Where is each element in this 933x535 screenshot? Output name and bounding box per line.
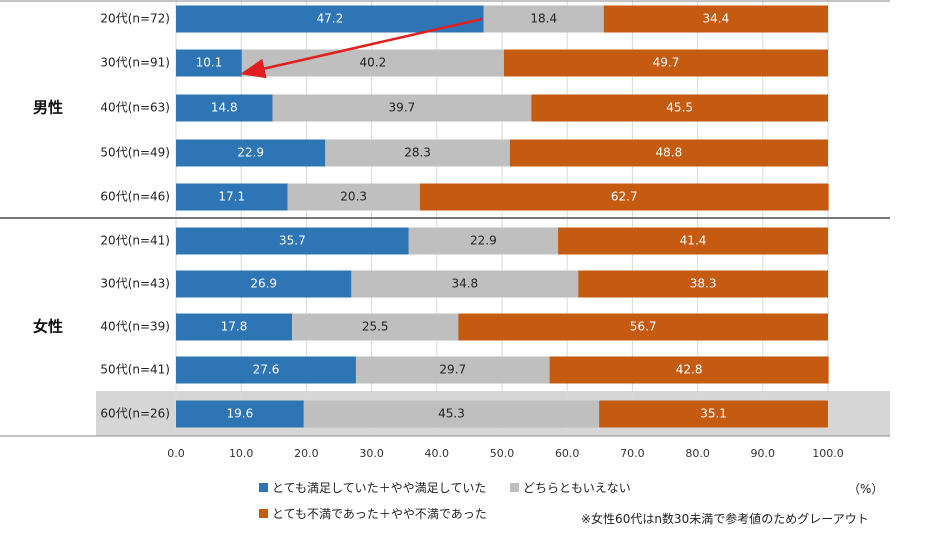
data-label: 27.6	[253, 363, 280, 377]
bar-dissatisfied	[531, 94, 828, 122]
bar-dissatisfied	[458, 313, 828, 341]
bar-neutral	[287, 183, 420, 211]
bar-neutral	[292, 313, 459, 341]
data-label: 45.3	[438, 407, 465, 421]
group-label: 女性	[33, 318, 63, 336]
legend-swatch-neutral	[510, 483, 519, 492]
data-label: 39.7	[389, 101, 416, 115]
unit-label: （%）	[848, 482, 884, 496]
bar-satisfied	[176, 94, 273, 122]
category-labels: 20代(n=72) 30代(n=91) 40代(n=63) 50代(n=49) 60代(…	[100, 12, 170, 421]
data-label: 22.9	[470, 234, 497, 248]
group-label: 男性	[33, 99, 63, 117]
category-label: 50代(n=41)	[100, 363, 170, 377]
bar-neutral	[351, 270, 579, 298]
bar-neutral	[303, 400, 600, 428]
bar-neutral	[408, 227, 559, 255]
category-label: 60代(n=46)	[100, 190, 170, 204]
x-tick-label: 50.0	[490, 447, 515, 460]
data-label: 17.1	[218, 190, 245, 204]
bar-satisfied	[176, 227, 409, 255]
legend-item-neutral: どちらともいえない	[510, 479, 631, 496]
bar-dissatisfied	[558, 227, 828, 255]
x-tick-label: 100.0	[812, 447, 844, 460]
category-label: 30代(n=43)	[100, 277, 170, 291]
category-label: 20代(n=41)	[100, 234, 170, 248]
data-label: 47.2	[317, 12, 344, 26]
data-label: 49.7	[653, 56, 680, 70]
bar-neutral	[483, 5, 604, 33]
data-label: 22.9	[237, 146, 264, 160]
legend-label-satisfied: とても満足していた＋やや満足していた	[272, 481, 487, 495]
legend-swatch-satisfied	[259, 483, 268, 492]
bar-dissatisfied	[419, 183, 829, 211]
data-label: 29.7	[439, 363, 466, 377]
data-label: 35.7	[279, 234, 306, 248]
data-label: 20.3	[340, 190, 367, 204]
bar-satisfied	[176, 313, 293, 341]
data-label: 34.4	[702, 12, 729, 26]
legend-label-neutral: どちらともいえない	[523, 481, 631, 495]
bar-dissatisfied	[503, 49, 828, 77]
category-label: 60代(n=26)	[100, 407, 170, 421]
legend-swatch-dissatisfied	[259, 509, 268, 518]
category-label: 50代(n=49)	[100, 146, 170, 160]
category-label: 40代(n=39)	[100, 320, 170, 334]
annotation-arrow	[240, 17, 483, 79]
bar-neutral	[355, 356, 550, 384]
x-tick-label: 80.0	[685, 447, 710, 460]
chart-bars: 47.2 18.4 34.4 10.1 40.2 49.7 14.8 39.7 45.5 22.9…	[176, 5, 829, 428]
bar-neutral	[325, 139, 510, 167]
greyout-note: ※女性60代はn数30未満で参考値のためグレーアウト	[581, 512, 869, 526]
data-label: 38.3	[690, 277, 717, 291]
x-axis-ticks: 0.0 10.0 20.0 30.0 40.0 50.0 60.0 70.0 80.0 90.0 1…	[167, 447, 844, 460]
bar-satisfied	[176, 139, 326, 167]
data-label: 40.2	[360, 56, 387, 70]
x-tick-label: 70.0	[620, 447, 645, 460]
data-label: 62.7	[611, 190, 638, 204]
data-label: 41.4	[680, 234, 707, 248]
x-tick-label: 40.0	[425, 447, 450, 460]
data-label: 14.8	[211, 101, 238, 115]
category-label: 20代(n=72)	[100, 12, 170, 26]
x-tick-label: 0.0	[167, 447, 185, 460]
data-label: 45.5	[666, 101, 693, 115]
x-tick-label: 10.0	[229, 447, 254, 460]
bar-satisfied	[176, 49, 242, 77]
bar-neutral	[272, 94, 532, 122]
bar-satisfied	[176, 183, 288, 211]
bar-dissatisfied	[599, 400, 828, 428]
data-label: 25.5	[362, 320, 389, 334]
data-label: 18.4	[530, 12, 557, 26]
data-label: 48.8	[656, 146, 683, 160]
bar-satisfied	[176, 270, 352, 298]
data-label: 42.8	[676, 363, 703, 377]
data-label: 17.8	[221, 320, 248, 334]
data-label: 26.9	[250, 277, 277, 291]
data-label: 35.1	[700, 407, 727, 421]
data-label: 34.8	[451, 277, 478, 291]
data-label: 28.3	[404, 146, 431, 160]
bar-satisfied	[176, 5, 484, 33]
data-label: 56.7	[630, 320, 657, 334]
bar-dissatisfied	[549, 356, 829, 384]
bar-satisfied	[176, 356, 356, 384]
bar-dissatisfied	[603, 5, 828, 33]
bar-satisfied	[176, 400, 304, 428]
data-label: 19.6	[227, 407, 254, 421]
category-label: 40代(n=63)	[100, 101, 170, 115]
bar-dissatisfied	[509, 139, 828, 167]
legend-label-dissatisfied: とても不満であった＋やや不満であった	[272, 507, 487, 521]
category-label: 30代(n=91)	[100, 56, 170, 70]
x-tick-label: 20.0	[294, 447, 319, 460]
bar-dissatisfied	[578, 270, 828, 298]
data-label: 10.1	[196, 56, 223, 70]
x-tick-label: 30.0	[359, 447, 384, 460]
x-tick-label: 60.0	[555, 447, 580, 460]
legend-item-satisfied: とても満足していた＋やや満足していた	[259, 479, 486, 496]
legend-item-dissatisfied: とても不満であった＋やや不満であった	[259, 505, 487, 522]
x-tick-label: 90.0	[751, 447, 776, 460]
